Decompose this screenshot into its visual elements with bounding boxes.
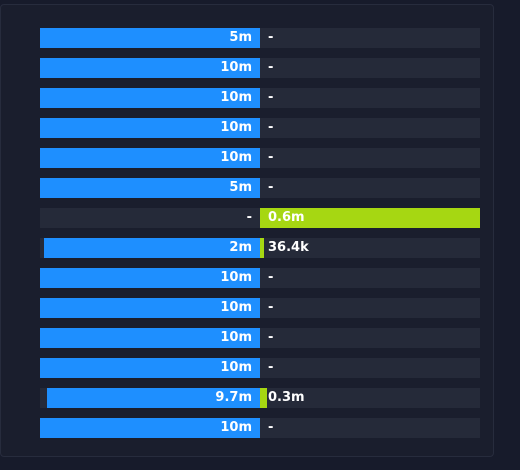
right-value-label: 36.4k <box>268 240 309 255</box>
left-value-label: 2m <box>229 240 252 255</box>
right-bar[interactable] <box>260 238 264 258</box>
bar-row: 9.7m 0.3m <box>40 388 480 408</box>
right-track <box>260 148 480 168</box>
bar-row: 10m - <box>40 148 480 168</box>
right-bar[interactable] <box>260 208 480 228</box>
bar-row: 10m - <box>40 298 480 318</box>
left-bar[interactable] <box>40 418 260 438</box>
right-track <box>260 178 480 198</box>
left-bar[interactable] <box>40 328 260 348</box>
comparison-panel: 5m -10m -10m -10m -10m -5m - -0.6m 2m 36.4k 10m -10… <box>0 4 494 457</box>
bar-row: 10m - <box>40 118 480 138</box>
right-track <box>260 268 480 288</box>
left-bar[interactable] <box>40 148 260 168</box>
bar-row: 10m - <box>40 418 480 438</box>
right-value-label: - <box>268 420 274 435</box>
bar-row: - 0.6m <box>40 208 480 228</box>
left-bar[interactable] <box>47 388 260 408</box>
left-value-label: 10m <box>220 60 252 75</box>
left-bar[interactable] <box>40 28 260 48</box>
left-value-label: 10m <box>220 270 252 285</box>
right-bar[interactable] <box>260 388 267 408</box>
left-value-label: 10m <box>220 120 252 135</box>
left-value-label: 10m <box>220 300 252 315</box>
left-bar[interactable] <box>40 58 260 78</box>
right-value-label: - <box>268 90 274 105</box>
right-value-label: 0.6m <box>268 210 305 225</box>
left-value-label: 5m <box>229 30 252 45</box>
bar-row: 10m - <box>40 88 480 108</box>
right-value-label: - <box>268 60 274 75</box>
right-value-label: - <box>268 270 274 285</box>
bar-row: 10m - <box>40 358 480 378</box>
bar-row: 5m - <box>40 28 480 48</box>
right-track <box>260 118 480 138</box>
right-value-label: - <box>268 300 274 315</box>
right-track <box>260 418 480 438</box>
right-track <box>260 328 480 348</box>
left-bar[interactable] <box>40 178 260 198</box>
left-value-label: 10m <box>220 420 252 435</box>
left-value-label: 10m <box>220 360 252 375</box>
left-bar[interactable] <box>40 298 260 318</box>
right-track <box>260 358 480 378</box>
left-value-label: 10m <box>220 150 252 165</box>
right-track <box>260 28 480 48</box>
right-value-label: 0.3m <box>268 390 305 405</box>
right-value-label: - <box>268 120 274 135</box>
right-track <box>260 238 480 258</box>
bar-row: 2m 36.4k <box>40 238 480 258</box>
left-bar[interactable] <box>44 238 260 258</box>
right-track <box>260 58 480 78</box>
left-value-label: 5m <box>229 180 252 195</box>
left-bar[interactable] <box>40 358 260 378</box>
left-value-label: 9.7m <box>215 390 252 405</box>
right-track <box>260 298 480 318</box>
left-value-label: - <box>246 210 252 225</box>
right-value-label: - <box>268 180 274 195</box>
right-value-label: - <box>268 330 274 345</box>
left-track <box>40 208 260 228</box>
left-bar[interactable] <box>40 268 260 288</box>
right-value-label: - <box>268 30 274 45</box>
bar-row: 10m - <box>40 58 480 78</box>
right-track <box>260 88 480 108</box>
bar-row: 5m - <box>40 178 480 198</box>
bar-row: 10m - <box>40 328 480 348</box>
right-track <box>260 388 480 408</box>
left-bar[interactable] <box>40 118 260 138</box>
bar-row: 10m - <box>40 268 480 288</box>
right-value-label: - <box>268 360 274 375</box>
left-value-label: 10m <box>220 330 252 345</box>
right-value-label: - <box>268 150 274 165</box>
left-bar[interactable] <box>40 88 260 108</box>
left-value-label: 10m <box>220 90 252 105</box>
bar-rows: 5m -10m -10m -10m -10m -5m - -0.6m 2m 36.4k 10m -10… <box>40 28 480 448</box>
